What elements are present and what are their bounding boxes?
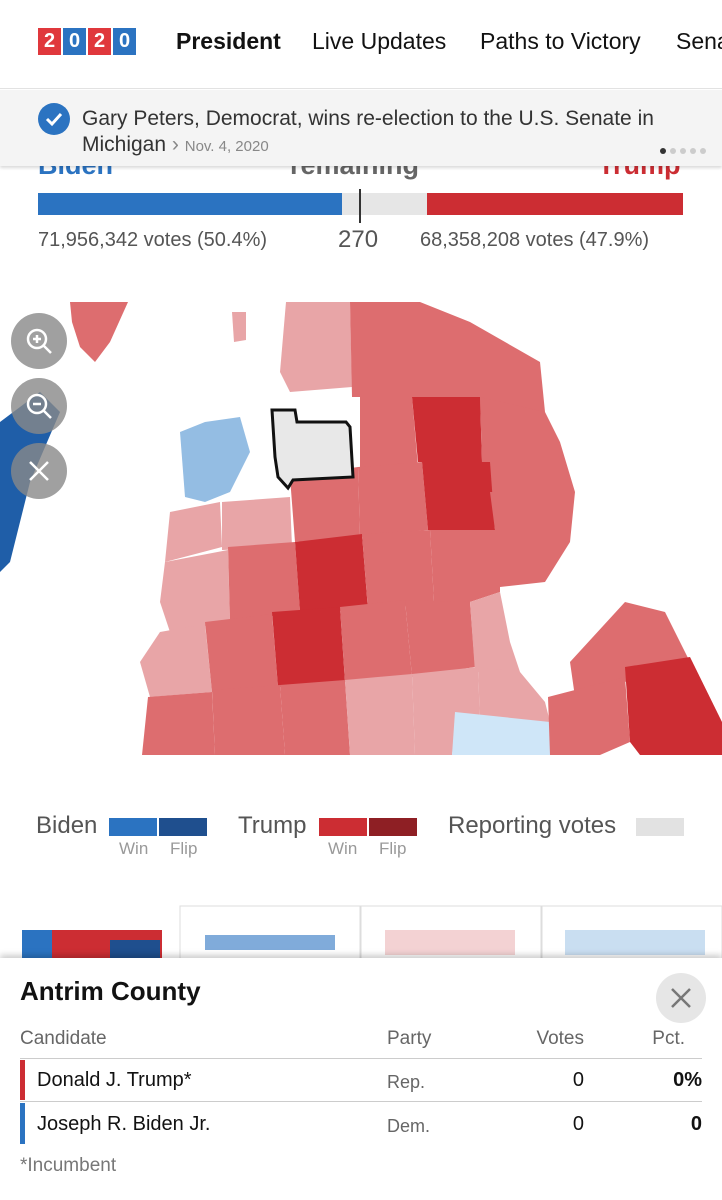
top-nav: 2 0 2 0 President Live Updates Paths to …: [0, 0, 722, 89]
banner-headline: Gary Peters, Democrat, wins re-election …: [82, 107, 654, 156]
trump-votes: 68,358,208 votes (47.9%): [420, 229, 650, 251]
county-popup: Antrim County Candidate Party Votes Pct.…: [0, 958, 722, 1200]
nav-item[interactable]: Paths to Victory: [480, 28, 641, 54]
close-button[interactable]: [656, 973, 706, 1023]
reset[interactable]: [11, 443, 67, 499]
divider: [20, 1101, 702, 1102]
legend-biden: Biden: [36, 812, 98, 839]
logo-digit: 0: [63, 28, 86, 55]
footnote: *Incumbent: [20, 1155, 117, 1176]
banner-text: Gary Peters, Democrat, wins re-election …: [82, 106, 702, 160]
threshold: 270: [338, 226, 379, 253]
party-bar: [20, 1060, 25, 1100]
zoom-in[interactable]: [11, 313, 67, 369]
divider: [20, 1058, 702, 1059]
logo[interactable]: 2 0 2 0: [38, 28, 138, 55]
logo-digit: 2: [88, 28, 111, 55]
legend-sub: Flip: [170, 839, 198, 858]
legend-reporting: Reporting votes: [448, 812, 617, 839]
logo-digit: 0: [113, 28, 136, 55]
cell: 0%: [673, 1069, 702, 1091]
nav-item[interactable]: Sena: [676, 28, 722, 54]
logo-digit: 2: [38, 28, 61, 55]
county-map[interactable]: [0, 302, 722, 755]
cell: Joseph R. Biden Jr.: [37, 1113, 211, 1135]
map-thumbnails[interactable]: [0, 905, 722, 960]
nav-item[interactable]: President: [176, 28, 281, 54]
column-header: Candidate: [20, 1028, 107, 1049]
cell: Dem.: [387, 1116, 431, 1136]
zoom-out[interactable]: [11, 378, 67, 434]
banner-date: Nov. 4, 2020: [184, 138, 269, 155]
cell: 0: [690, 1113, 702, 1135]
legend-sub: Win: [328, 839, 358, 858]
biden-swatch: [109, 818, 207, 836]
cell: 0: [572, 1113, 584, 1135]
news-banner[interactable]: Gary Peters, Democrat, wins re-election …: [0, 90, 722, 166]
biden-votes: 71,956,342 votes (50.4%): [38, 229, 268, 251]
check-icon: [38, 103, 70, 135]
reporting-swatch: [636, 818, 684, 836]
trump-swatch: [319, 818, 417, 836]
cell: 0: [572, 1069, 584, 1091]
cell: Rep.: [387, 1072, 426, 1092]
tally-bar: [38, 189, 683, 223]
banner-arrow: ›: [171, 133, 179, 156]
nav-item[interactable]: Live Updates: [312, 28, 447, 54]
column-header: Pct.: [652, 1028, 685, 1049]
legend-trump: Trump: [238, 812, 307, 839]
popup-title: Antrim County: [20, 976, 201, 1006]
legend-sub: Flip: [379, 839, 407, 858]
party-bar: [20, 1103, 25, 1144]
column-header: Votes: [536, 1028, 584, 1049]
cell: Donald J. Trump*: [37, 1069, 192, 1091]
pager-dots: [660, 148, 706, 154]
column-header: Party: [387, 1028, 432, 1049]
legend-sub: Win: [119, 839, 149, 858]
map-controls: [11, 313, 67, 499]
